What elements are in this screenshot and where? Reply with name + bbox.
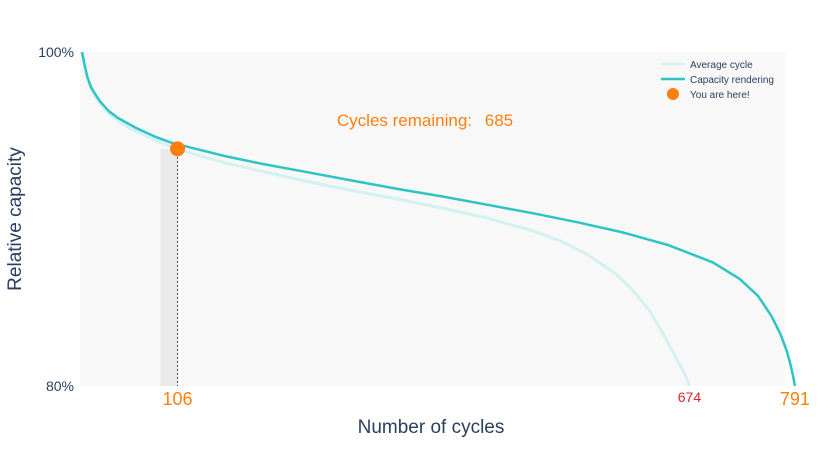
you-are-here-marker[interactable] bbox=[170, 141, 186, 157]
annotation-value: 685 bbox=[485, 111, 513, 130]
x-marker-label-674: 674 bbox=[678, 389, 702, 405]
plot-background bbox=[80, 52, 785, 386]
x-axis-title: Number of cycles bbox=[358, 417, 505, 438]
y-tick-80: 80% bbox=[46, 378, 74, 394]
y-axis-title: Relative capacity bbox=[5, 147, 26, 291]
legend-label-capacity-rendering: Capacity rendering bbox=[690, 75, 774, 86]
x-marker-label-791: 791 bbox=[780, 389, 810, 409]
series-layer bbox=[80, 51, 797, 387]
legend: Average cycle Capacity rendering You are… bbox=[661, 60, 774, 101]
series-line-capacity-rendering bbox=[80, 51, 797, 387]
x-marker-label-106: 106 bbox=[163, 389, 193, 409]
cycles-remaining-annotation: Cycles remaining: 685 bbox=[337, 111, 513, 130]
annotation-label: Cycles remaining: bbox=[337, 111, 472, 130]
legend-label-you-are-here: You are here! bbox=[690, 90, 750, 101]
series-line-average-cycle bbox=[80, 51, 691, 387]
legend-swatch-you-are-here bbox=[667, 88, 679, 100]
legend-label-average-cycle: Average cycle bbox=[690, 60, 753, 71]
y-tick-100: 100% bbox=[38, 44, 74, 60]
x-marker-labels: 106 674 791 bbox=[163, 389, 810, 409]
elapsed-cycles-band bbox=[160, 148, 178, 386]
